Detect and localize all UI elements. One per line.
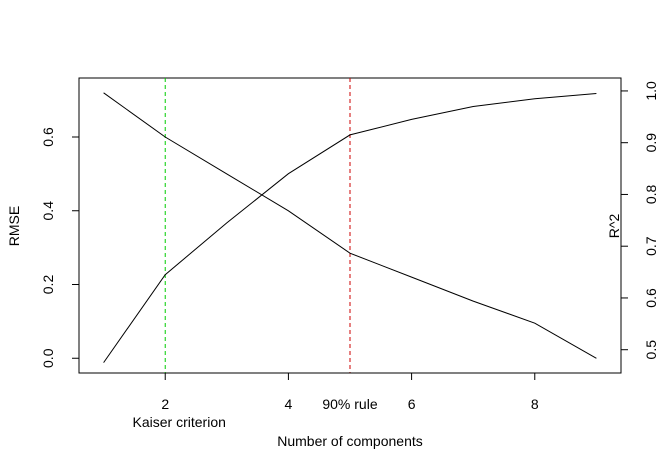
y-axis-right: 0.5 0.6 0.7 0.8 0.9 1.0 xyxy=(620,81,659,360)
y-right-tick-label-2: 0.7 xyxy=(643,236,659,256)
x-tick-label-0: 2 xyxy=(161,396,169,412)
reference-line-label-0: Kaiser criterion xyxy=(133,414,226,430)
reference-lines xyxy=(164,78,351,373)
series-line-1 xyxy=(103,93,597,363)
y-left-tick-label-2: 0.4 xyxy=(40,201,56,221)
x-axis-title: Number of components xyxy=(277,433,423,449)
y-left-tick-label-1: 0.2 xyxy=(40,275,56,295)
x-axis: 2 4 6 8 Kaiser criterion 90% rule xyxy=(133,372,539,430)
y-left-tick-label-3: 0.6 xyxy=(40,127,56,147)
reference-line-label-1: 90% rule xyxy=(322,396,377,412)
y-axis-left-title: RMSE xyxy=(6,206,22,246)
y-left-tick-label-0: 0.0 xyxy=(40,348,56,368)
y-right-tick-label-1: 0.6 xyxy=(643,288,659,308)
y-right-tick-label-3: 0.8 xyxy=(643,185,659,205)
y-right-tick-label-0: 0.5 xyxy=(643,340,659,360)
y-right-tick-label-4: 0.9 xyxy=(643,133,659,153)
x-tick-label-2: 6 xyxy=(408,396,416,412)
series-layer xyxy=(103,92,597,363)
y-right-tick-label-5: 1.0 xyxy=(643,81,659,101)
y-axis-left: 0.0 0.2 0.4 0.6 xyxy=(40,127,80,368)
x-tick-label-1: 4 xyxy=(285,396,293,412)
y-axis-right-title: R^2 xyxy=(606,214,622,239)
x-tick-label-3: 8 xyxy=(531,396,539,412)
series-line-0 xyxy=(103,92,597,359)
